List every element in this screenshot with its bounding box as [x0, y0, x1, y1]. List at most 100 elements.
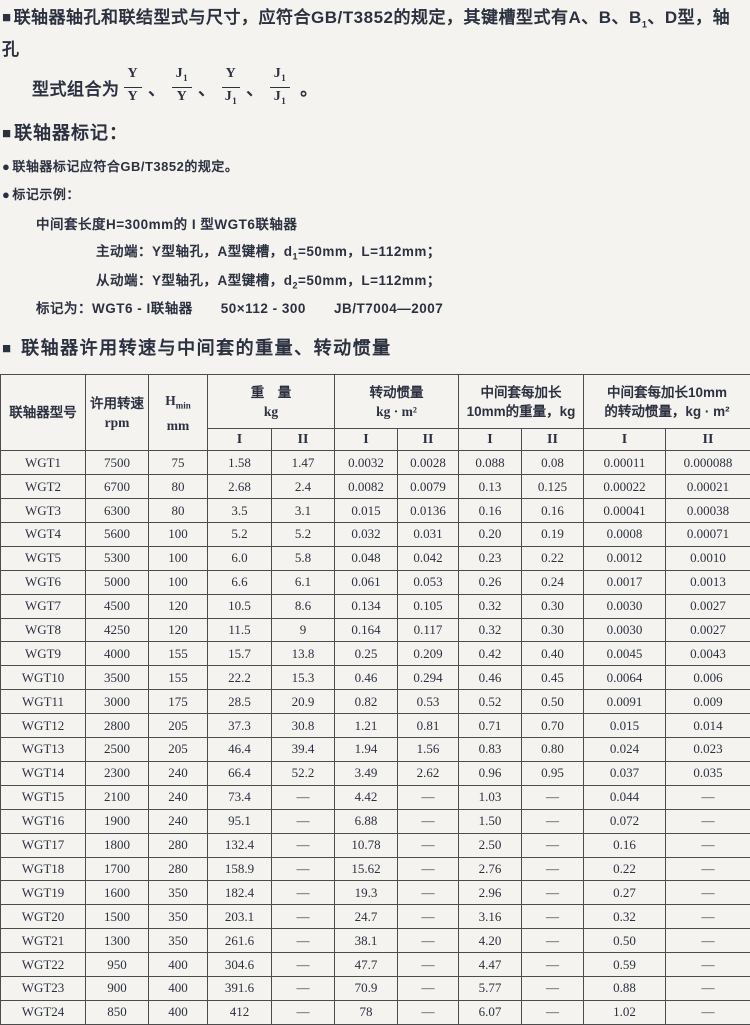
- model-cell: WGT2: [1, 475, 86, 499]
- value-cell: 0.117: [398, 618, 459, 642]
- value-cell: 1.94: [335, 738, 398, 762]
- value-cell: 6700: [86, 475, 149, 499]
- value-cell: 132.4: [208, 833, 272, 857]
- value-cell: 0.0008: [584, 523, 666, 547]
- model-cell: WGT3: [1, 499, 86, 523]
- value-cell: 0.072: [584, 809, 666, 833]
- value-cell: 9: [272, 618, 335, 642]
- value-cell: 0.0136: [398, 499, 459, 523]
- model-cell: WGT17: [1, 833, 86, 857]
- value-cell: 73.4: [208, 785, 272, 809]
- value-cell: 2300: [86, 761, 149, 785]
- model-cell: WGT24: [1, 1000, 86, 1024]
- value-cell: 1.21: [335, 714, 398, 738]
- value-cell: 46.4: [208, 738, 272, 762]
- value-cell: —: [522, 857, 584, 881]
- value-cell: 240: [149, 809, 208, 833]
- value-cell: 1300: [86, 929, 149, 953]
- model-cell: WGT22: [1, 953, 86, 977]
- header-ext-weight-I: I: [459, 429, 522, 451]
- value-cell: 0.30: [522, 594, 584, 618]
- value-cell: 0.134: [335, 594, 398, 618]
- value-cell: —: [666, 1000, 750, 1024]
- type-combo-fraction-1: Y Y: [124, 66, 143, 109]
- value-cell: —: [398, 905, 459, 929]
- value-cell: 280: [149, 833, 208, 857]
- value-cell: 120: [149, 594, 208, 618]
- value-cell: 0.70: [522, 714, 584, 738]
- value-cell: 28.5: [208, 690, 272, 714]
- value-cell: 0.0027: [666, 618, 750, 642]
- intro-paragraph-line2: 型式组合为 Y Y 、 J1 Y 、 Y J1 、 J1 J1 。: [0, 62, 750, 111]
- value-cell: 950: [86, 953, 149, 977]
- value-cell: 5300: [86, 546, 149, 570]
- value-cell: 2.68: [208, 475, 272, 499]
- value-cell: 400: [149, 953, 208, 977]
- value-cell: 155: [149, 642, 208, 666]
- value-cell: 0.46: [335, 666, 398, 690]
- value-cell: 0.52: [459, 690, 522, 714]
- value-cell: 0.044: [584, 785, 666, 809]
- value-cell: 8.6: [272, 594, 335, 618]
- value-cell: 1.58: [208, 451, 272, 475]
- marking-rule-bullet: ●联轴器标记应符合GB/T3852的规定。: [0, 147, 750, 175]
- value-cell: 0.16: [522, 499, 584, 523]
- value-cell: 0.13: [459, 475, 522, 499]
- value-cell: 0.000088: [666, 451, 750, 475]
- value-cell: —: [398, 953, 459, 977]
- value-cell: 1600: [86, 881, 149, 905]
- model-cell: WGT1: [1, 451, 86, 475]
- model-cell: WGT20: [1, 905, 86, 929]
- value-cell: 0.0043: [666, 642, 750, 666]
- value-cell: 350: [149, 905, 208, 929]
- type-combo-fraction-4: J1 J1: [270, 66, 291, 109]
- value-cell: 0.006: [666, 666, 750, 690]
- value-cell: 4250: [86, 618, 149, 642]
- value-cell: 0.00021: [666, 475, 750, 499]
- header-inertia-I: I: [335, 429, 398, 451]
- value-cell: 5.2: [208, 523, 272, 547]
- value-cell: 2800: [86, 714, 149, 738]
- value-cell: —: [666, 833, 750, 857]
- value-cell: 10.78: [335, 833, 398, 857]
- value-cell: 2500: [86, 738, 149, 762]
- value-cell: 0.0030: [584, 618, 666, 642]
- marking-rule-text: 联轴器标记应符合GB/T3852的规定。: [12, 159, 238, 174]
- value-cell: 47.7: [335, 953, 398, 977]
- value-cell: 4.47: [459, 953, 522, 977]
- value-cell: 182.4: [208, 881, 272, 905]
- value-cell: 203.1: [208, 905, 272, 929]
- model-cell: WGT8: [1, 618, 86, 642]
- value-cell: —: [666, 857, 750, 881]
- value-cell: 0.59: [584, 953, 666, 977]
- header-inertia-II: II: [398, 429, 459, 451]
- value-cell: 0.0091: [584, 690, 666, 714]
- value-cell: 900: [86, 976, 149, 1000]
- value-cell: 0.50: [522, 690, 584, 714]
- value-cell: 391.6: [208, 976, 272, 1000]
- model-cell: WGT19: [1, 881, 86, 905]
- value-cell: 0.035: [666, 761, 750, 785]
- header-weight-II: II: [272, 429, 335, 451]
- value-cell: 1700: [86, 857, 149, 881]
- value-cell: 0.40: [522, 642, 584, 666]
- value-cell: 15.7: [208, 642, 272, 666]
- value-cell: 2100: [86, 785, 149, 809]
- value-cell: 0.32: [584, 905, 666, 929]
- value-cell: —: [666, 881, 750, 905]
- value-cell: 2.76: [459, 857, 522, 881]
- value-cell: 4.42: [335, 785, 398, 809]
- value-cell: 0.50: [584, 929, 666, 953]
- value-cell: 100: [149, 570, 208, 594]
- value-cell: 0.0028: [398, 451, 459, 475]
